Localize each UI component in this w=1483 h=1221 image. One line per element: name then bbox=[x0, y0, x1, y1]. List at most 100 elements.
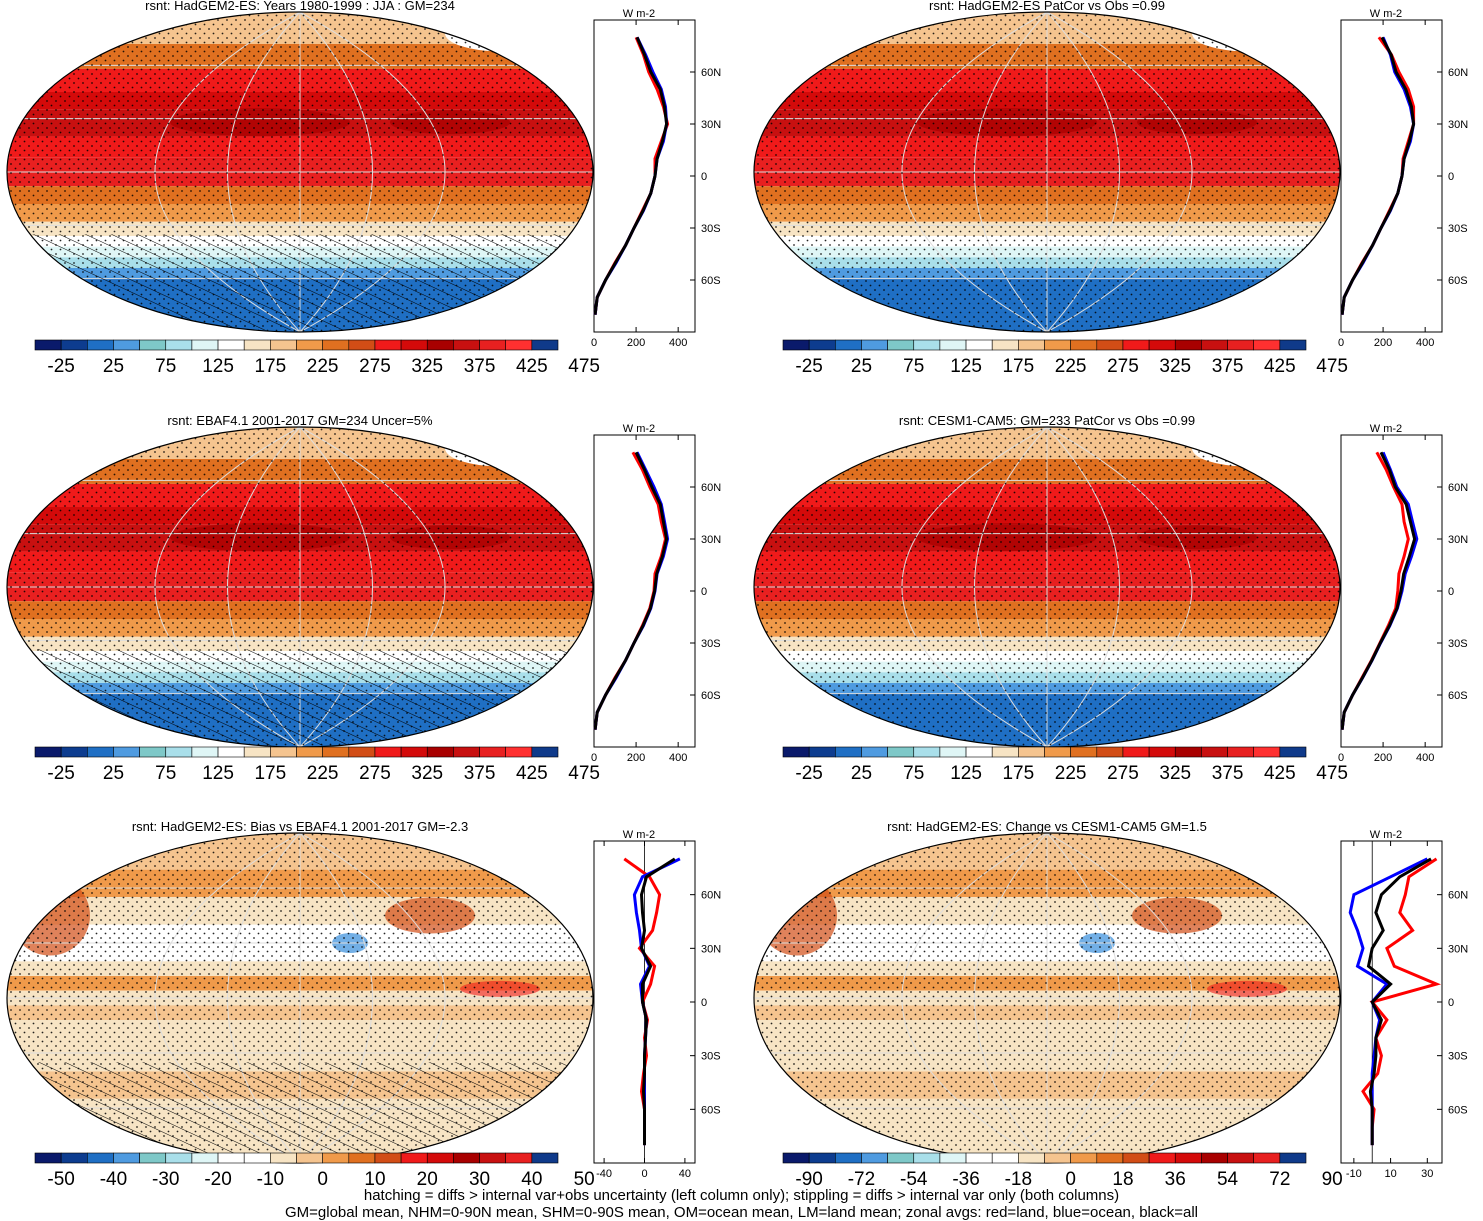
colorbar-box bbox=[479, 746, 506, 758]
hatching bbox=[7, 649, 593, 746]
colorbar-box bbox=[1096, 746, 1124, 758]
colorbar-box bbox=[991, 1152, 1019, 1164]
zonal-profile: W m-2 60N 30N 0 30S 60S 0 200 400 bbox=[591, 8, 721, 349]
colorbar-box bbox=[808, 339, 836, 351]
y-tick-label: 60N bbox=[701, 67, 721, 79]
map-field bbox=[754, 12, 1340, 332]
colorbar-box bbox=[400, 1152, 428, 1164]
colorbar-box bbox=[505, 1152, 533, 1164]
colorbar-box bbox=[348, 339, 376, 351]
panel-title: rsnt: HadGEM2-ES PatCor vs Obs =0.99 bbox=[929, 0, 1165, 13]
colorbar-box bbox=[426, 1152, 454, 1164]
colorbar-box bbox=[861, 1152, 888, 1164]
colorbar-box bbox=[348, 746, 376, 758]
map-field bbox=[7, 427, 593, 747]
colorbar-box bbox=[374, 339, 402, 351]
colorbar-label: 90 bbox=[1322, 1169, 1343, 1190]
colorbar-box bbox=[1174, 746, 1202, 758]
map-outline bbox=[753, 11, 1341, 333]
x-tick-label: 200 bbox=[627, 337, 645, 349]
colorbar-box bbox=[1122, 1152, 1150, 1164]
colorbar-box bbox=[113, 339, 140, 351]
y-tick-label: 60N bbox=[701, 890, 721, 902]
y-tick-label: 30N bbox=[1448, 534, 1468, 546]
colorbar-label: -50 bbox=[47, 1169, 74, 1190]
colorbar-box bbox=[1279, 746, 1307, 758]
colorbar-box bbox=[1253, 1152, 1281, 1164]
y-tick-label: 60S bbox=[1448, 275, 1468, 287]
colorbar-box bbox=[1148, 1152, 1176, 1164]
colorbar-label: 375 bbox=[1212, 763, 1244, 784]
colorbar-box bbox=[296, 1152, 323, 1164]
colorbar-label: 30 bbox=[469, 1169, 490, 1190]
colorbar-label: 325 bbox=[1159, 356, 1191, 377]
zonal-profile: W m-2 60N 30N 0 30S 60S 0 200 400 bbox=[591, 423, 721, 764]
colorbar-box bbox=[808, 746, 836, 758]
colorbar: -25 25 75 125 175 225 275 325 375 425 475 bbox=[34, 339, 600, 377]
colorbar-label: 75 bbox=[903, 763, 924, 784]
x-tick-label: -10 bbox=[1346, 1168, 1362, 1180]
profile-units: W m-2 bbox=[623, 8, 655, 20]
colorbar-box bbox=[453, 1152, 480, 1164]
colorbar-box bbox=[965, 1152, 993, 1164]
colorbar-label: -25 bbox=[795, 356, 822, 377]
colorbar-label: 72 bbox=[1269, 1169, 1290, 1190]
colorbar-box bbox=[939, 339, 967, 351]
colorbar-box bbox=[1253, 746, 1281, 758]
colorbar-box bbox=[834, 1152, 862, 1164]
colorbar-label: 0 bbox=[1065, 1169, 1076, 1190]
colorbar-box bbox=[1279, 1152, 1307, 1164]
colorbar-box bbox=[34, 1152, 62, 1164]
colorbar-box bbox=[243, 746, 271, 758]
colorbar-label: 25 bbox=[851, 356, 872, 377]
colorbar-box bbox=[165, 746, 193, 758]
colorbar-box bbox=[1122, 339, 1150, 351]
zonal-series-all bbox=[593, 451, 669, 730]
colorbar-box bbox=[834, 339, 862, 351]
x-tick-label: 0 bbox=[641, 1168, 647, 1180]
zonal-profile: W m-2 60N 30N 0 30S 60S -10 10 30 bbox=[1340, 829, 1468, 1180]
colorbar-label: 475 bbox=[1316, 356, 1348, 377]
y-tick-label: 0 bbox=[701, 171, 707, 183]
x-tick-label: 0 bbox=[1338, 337, 1344, 349]
colorbar-box bbox=[87, 1152, 114, 1164]
colorbar-box bbox=[270, 1152, 297, 1164]
colorbar-label: -36 bbox=[952, 1169, 979, 1190]
map-outline bbox=[6, 11, 594, 333]
footnote-line-1: hatching = diffs > internal var+obs unce… bbox=[363, 1187, 1120, 1204]
chart-panel-6: rsnt: HadGEM2-ES: Change vs CESM1-CAM5 G… bbox=[753, 819, 1468, 1190]
colorbar-box bbox=[1201, 746, 1228, 758]
colorbar-box bbox=[453, 339, 480, 351]
colorbar-box bbox=[139, 339, 167, 351]
colorbar-label: 175 bbox=[254, 763, 286, 784]
colorbar-box bbox=[270, 339, 297, 351]
colorbar-label: -25 bbox=[47, 763, 74, 784]
colorbar-label: 275 bbox=[359, 763, 391, 784]
zonal-series-all bbox=[593, 36, 669, 315]
colorbar-box bbox=[834, 746, 862, 758]
colorbar-label: -18 bbox=[1005, 1169, 1032, 1190]
x-tick-label: 400 bbox=[1416, 337, 1434, 349]
colorbar-box bbox=[1148, 339, 1176, 351]
colorbar-box bbox=[322, 339, 350, 351]
colorbar-box bbox=[913, 1152, 941, 1164]
colorbar-box bbox=[1044, 1152, 1071, 1164]
colorbar-label: 275 bbox=[1107, 763, 1139, 784]
colorbar-box bbox=[861, 339, 888, 351]
colorbar-box bbox=[191, 1152, 219, 1164]
colorbar-label: 75 bbox=[155, 763, 176, 784]
colorbar-box bbox=[939, 1152, 967, 1164]
colorbar-box bbox=[243, 339, 271, 351]
panel-title: rsnt: HadGEM2-ES: Years 1980-1999 : JJA … bbox=[145, 0, 455, 13]
colorbar-label: -20 bbox=[204, 1169, 231, 1190]
y-tick-label: 0 bbox=[701, 997, 707, 1009]
y-tick-label: 0 bbox=[1448, 586, 1454, 598]
y-tick-label: 60N bbox=[1448, 890, 1468, 902]
colorbar-box bbox=[505, 339, 533, 351]
colorbar-box bbox=[1201, 1152, 1228, 1164]
colorbar-label: 175 bbox=[1002, 356, 1034, 377]
y-tick-label: 30S bbox=[701, 638, 721, 650]
colorbar-box bbox=[479, 1152, 506, 1164]
profile-units: W m-2 bbox=[1370, 423, 1402, 435]
stippling bbox=[754, 12, 1340, 332]
